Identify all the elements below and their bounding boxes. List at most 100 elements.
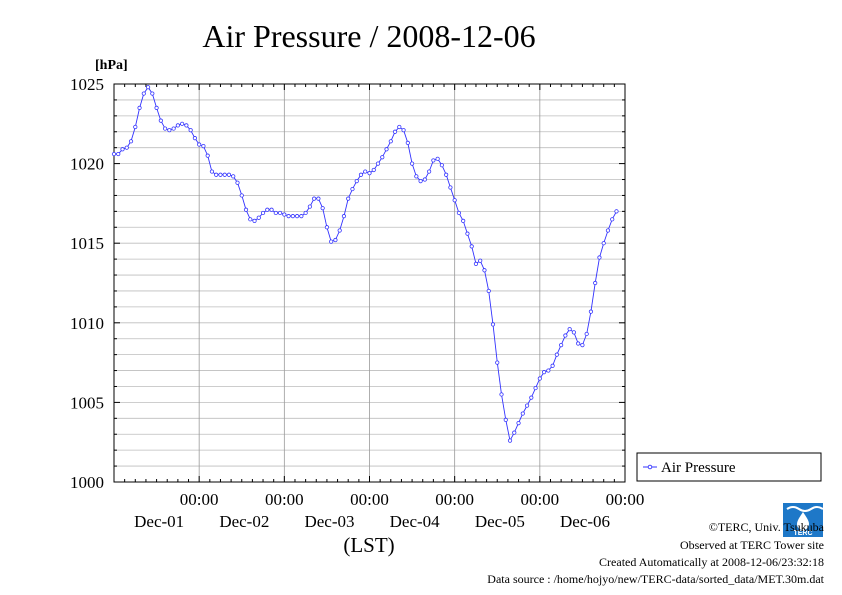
legend-marker-swatch	[647, 464, 653, 470]
data-point	[201, 143, 206, 149]
data-point	[120, 147, 125, 152]
data-point	[478, 258, 483, 263]
data-point	[133, 124, 138, 130]
data-point	[588, 309, 594, 314]
data-point	[214, 172, 219, 177]
data-point	[175, 123, 180, 128]
data-point	[392, 129, 398, 134]
data-point	[567, 327, 572, 332]
data-point	[128, 139, 134, 144]
data-point	[439, 163, 444, 168]
data-point	[435, 156, 440, 161]
data-point	[320, 206, 325, 211]
legend: Air Pressure	[636, 452, 822, 482]
series-air-pressure	[111, 85, 619, 443]
data-point	[482, 268, 487, 273]
data-point	[307, 204, 312, 209]
data-point	[456, 210, 462, 216]
data-point	[209, 169, 215, 174]
data-point	[180, 121, 185, 126]
data-point	[546, 368, 551, 373]
data-point	[520, 411, 525, 416]
data-point	[363, 169, 368, 174]
data-point	[499, 392, 504, 397]
data-point	[184, 123, 189, 128]
data-point	[295, 214, 300, 219]
data-point	[277, 210, 283, 216]
data-point	[299, 214, 304, 219]
data-point	[380, 155, 385, 160]
data-point	[273, 210, 278, 216]
data-point	[529, 395, 534, 400]
data-point	[563, 333, 568, 338]
data-point	[145, 85, 151, 90]
data-point	[512, 430, 517, 435]
data-point	[150, 91, 155, 96]
data-point	[414, 174, 419, 179]
data-point	[503, 417, 508, 423]
y-tick-label: 1020	[70, 155, 104, 174]
data-point	[346, 196, 351, 201]
data-point	[422, 177, 427, 182]
data-point	[303, 210, 308, 216]
data-point	[243, 207, 249, 212]
data-point	[226, 172, 232, 177]
y-tick-label: 1000	[70, 473, 104, 492]
y-axis-unit-label: [hPa]	[95, 58, 128, 73]
data-point	[137, 105, 142, 110]
data-point	[116, 151, 121, 157]
series-line	[114, 86, 617, 442]
x-tick-time-label: 00:00	[265, 490, 304, 509]
x-tick-time-label: 00:00	[520, 490, 559, 509]
data-point	[248, 217, 253, 222]
data-point	[533, 385, 538, 391]
x-tick-date-label: Dec-02	[219, 512, 269, 531]
data-source-text: Data source : /home/hojyo/new/TERC-data/…	[487, 572, 824, 586]
data-point	[282, 212, 287, 217]
data-point	[554, 352, 559, 357]
x-tick-date-label: Dec-01	[134, 512, 184, 531]
axes: 1000 1005 1010 1015 1020 1025 00:00 Dec-01 00:00…	[70, 75, 644, 531]
data-point	[265, 207, 270, 212]
data-point	[605, 228, 611, 233]
data-point	[252, 218, 257, 224]
data-point	[329, 239, 334, 244]
observed-at-text: Observed at TERC Tower site	[679, 538, 824, 552]
data-point	[384, 147, 389, 152]
data-point	[337, 228, 342, 233]
data-point	[601, 241, 606, 246]
data-point	[431, 158, 436, 163]
data-point	[507, 438, 513, 443]
data-point	[593, 280, 598, 286]
data-point	[610, 217, 615, 222]
data-point	[154, 105, 159, 110]
data-point	[614, 209, 619, 214]
data-point	[239, 193, 244, 198]
y-tick-label: 1005	[70, 393, 104, 412]
data-point	[537, 376, 542, 381]
data-point	[580, 342, 585, 348]
data-point	[486, 288, 491, 294]
x-tick-date-label: Dec-05	[475, 512, 525, 531]
data-point	[358, 172, 364, 177]
data-point	[367, 171, 372, 176]
data-point	[397, 124, 402, 130]
data-point	[231, 174, 236, 179]
data-point	[192, 136, 198, 141]
data-point	[218, 172, 223, 177]
data-point	[333, 237, 338, 243]
data-point	[461, 218, 466, 224]
data-point	[290, 214, 295, 219]
data-point	[541, 370, 547, 375]
data-point	[469, 244, 474, 249]
created-at-text: Created Automatically at 2008-12-06/23:3…	[599, 555, 824, 569]
data-point	[260, 210, 266, 216]
legend-box	[636, 452, 822, 482]
data-point	[371, 167, 376, 173]
data-point	[405, 140, 410, 146]
data-point	[448, 185, 453, 190]
data-point	[350, 186, 355, 192]
data-point	[550, 363, 555, 368]
x-tick-date-label: Dec-03	[304, 512, 354, 531]
data-point	[171, 126, 176, 131]
